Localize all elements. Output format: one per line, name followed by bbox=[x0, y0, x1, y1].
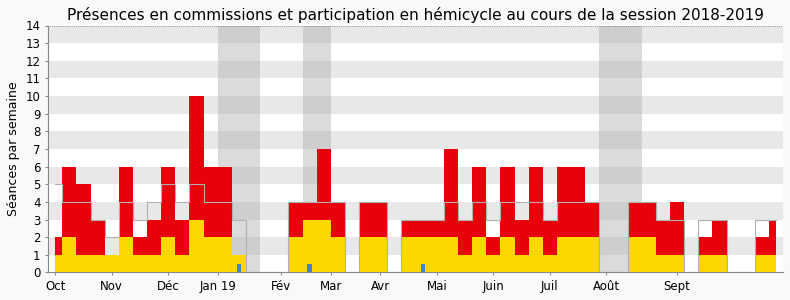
Bar bbox=[420, 264, 425, 272]
Bar bbox=[48, 184, 783, 202]
Bar bbox=[48, 237, 783, 255]
Bar bbox=[303, 26, 331, 272]
Bar bbox=[48, 220, 783, 237]
Y-axis label: Séances par semaine: Séances par semaine bbox=[7, 82, 20, 216]
Bar bbox=[48, 96, 783, 114]
Bar bbox=[48, 43, 783, 61]
Bar bbox=[218, 26, 260, 272]
Bar bbox=[48, 255, 783, 272]
Bar bbox=[237, 264, 241, 272]
Bar bbox=[48, 131, 783, 149]
Bar bbox=[48, 26, 783, 43]
Bar bbox=[48, 167, 783, 184]
Title: Présences en commissions et participation en hémicycle au cours de la session 20: Présences en commissions et participatio… bbox=[67, 7, 764, 23]
Bar bbox=[307, 264, 312, 272]
Bar bbox=[600, 26, 641, 272]
Bar bbox=[48, 78, 783, 96]
Bar bbox=[48, 202, 783, 220]
Bar bbox=[48, 114, 783, 131]
Bar bbox=[48, 61, 783, 78]
Bar bbox=[48, 149, 783, 166]
